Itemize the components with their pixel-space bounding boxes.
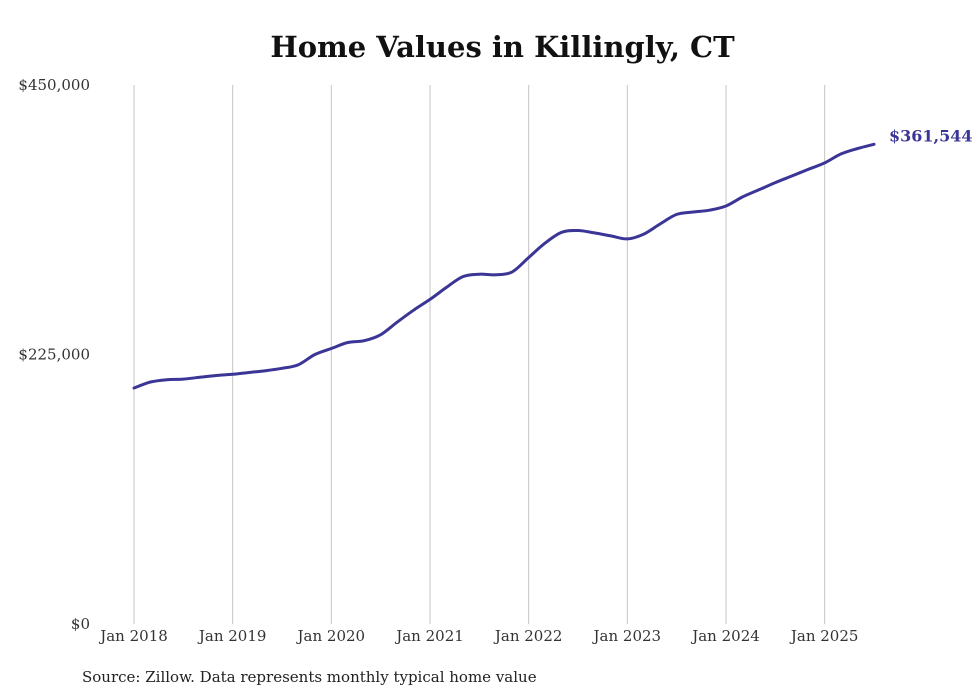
x-tick-label: Jan 2020 [296, 627, 366, 645]
series-line [132, 142, 876, 390]
y-tick-label: $0 [71, 615, 90, 633]
y-axis-ticks: $0 $225,000 $450,000 [18, 76, 90, 633]
chart-title: Home Values in Killingly, CT [270, 30, 735, 64]
y-tick-label: $450,000 [18, 76, 90, 94]
grid-lines [133, 85, 826, 624]
y-tick-label: $225,000 [18, 346, 90, 364]
x-tick-label: Jan 2021 [394, 627, 464, 645]
x-tick-label: Jan 2019 [197, 627, 267, 645]
end-label-layer: $361,544 [889, 126, 973, 145]
x-tick-label: Jan 2024 [690, 627, 760, 645]
x-tick-label: Jan 2023 [592, 627, 662, 645]
source-note: Source: Zillow. Data represents monthly … [82, 668, 537, 686]
x-axis-ticks: Jan 2018 Jan 2019 Jan 2020 Jan 2021 Jan 2022… [98, 627, 858, 645]
x-tick-label: Jan 2022 [493, 627, 563, 645]
x-tick-label: Jan 2018 [98, 627, 168, 645]
end-value-label: $361,544 [889, 126, 973, 145]
x-tick-label: Jan 2025 [789, 627, 859, 645]
series-layer [132, 142, 876, 390]
